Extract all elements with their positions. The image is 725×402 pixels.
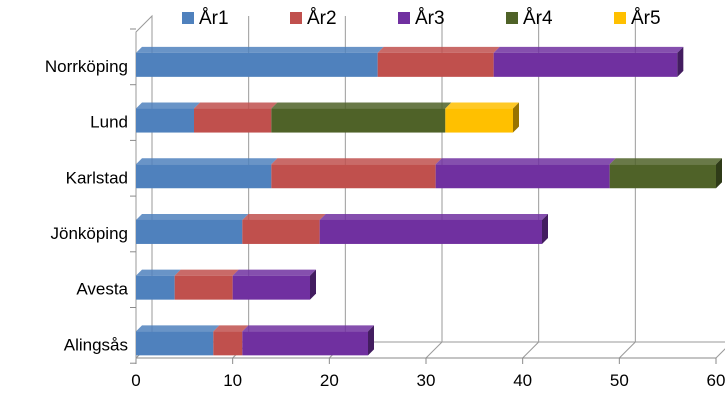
legend-label: År5 bbox=[631, 8, 661, 29]
legend-item-ar3: År3 bbox=[398, 8, 445, 29]
legend-label: År3 bbox=[415, 8, 445, 29]
category-label-norrkoping: Norrköping bbox=[45, 57, 128, 76]
legend-label: År2 bbox=[307, 8, 337, 29]
legend-swatch bbox=[398, 12, 410, 24]
category-label-alingsas: Alingsås bbox=[64, 335, 128, 354]
legend-swatch bbox=[614, 12, 626, 24]
bar-norrkoping-ar1 bbox=[136, 46, 384, 77]
bar-avesta-ar2 bbox=[174, 269, 239, 300]
x-tick-label: 50 bbox=[610, 371, 629, 390]
floor-gridline bbox=[522, 341, 540, 359]
category-label-avesta: Avesta bbox=[76, 280, 128, 299]
bar-jonkoping-ar3 bbox=[319, 213, 548, 244]
legend-swatch bbox=[182, 12, 194, 24]
category-label-lund: Lund bbox=[90, 113, 128, 132]
floor-gridline bbox=[618, 341, 636, 359]
bar-karlstad-ar2 bbox=[271, 158, 442, 189]
legend-item-ar2: År2 bbox=[290, 8, 337, 29]
bar-karlstad-ar1 bbox=[136, 158, 278, 189]
legend-item-ar4: År4 bbox=[506, 8, 553, 29]
category-label-karlstad: Karlstad bbox=[66, 168, 128, 187]
bar-karlstad-ar4 bbox=[609, 158, 722, 189]
bar-avesta-ar1 bbox=[136, 269, 181, 300]
category-label-jonkoping: Jönköping bbox=[50, 224, 128, 243]
bar-karlstad-ar3 bbox=[435, 158, 616, 189]
bar-norrkoping-ar2 bbox=[377, 46, 500, 77]
legend-label: År1 bbox=[199, 8, 229, 29]
bar-alingsas-ar1 bbox=[136, 325, 220, 356]
legend-swatch bbox=[290, 12, 302, 24]
x-tick-labels: 0 10 20 30 40 50 60 bbox=[131, 371, 725, 390]
legend-item-ar1: År1 bbox=[182, 8, 229, 29]
floor-gridline bbox=[425, 341, 443, 359]
bar-alingsas-ar3 bbox=[242, 325, 374, 356]
bar-lund-ar5 bbox=[445, 102, 519, 133]
x-tick-label: 20 bbox=[320, 371, 339, 390]
bar-alingsas-ar2 bbox=[213, 325, 249, 356]
legend-label: År4 bbox=[523, 8, 553, 29]
legend-swatch bbox=[506, 12, 518, 24]
bar-jonkoping-ar1 bbox=[136, 213, 249, 244]
bar-lund-ar1 bbox=[136, 102, 200, 133]
x-tick-label: 10 bbox=[223, 371, 242, 390]
x-tick-label: 0 bbox=[131, 371, 140, 390]
bar-norrkoping-ar3 bbox=[493, 46, 684, 77]
x-tick-label: 30 bbox=[417, 371, 436, 390]
category-labels: Norrköping Lund Karlstad Jönköping Avesta Ali… bbox=[45, 57, 129, 355]
bar-lund-ar4 bbox=[271, 102, 452, 133]
floor-gridline bbox=[715, 348, 725, 359]
bars bbox=[136, 46, 722, 356]
x-tick-label: 40 bbox=[513, 371, 532, 390]
legend-item-ar5: År5 bbox=[614, 8, 661, 29]
bar-jonkoping-ar2 bbox=[242, 213, 326, 244]
bar-avesta-ar3 bbox=[232, 269, 316, 300]
bar-lund-ar2 bbox=[194, 102, 278, 133]
x-tick-label: 60 bbox=[707, 371, 725, 390]
legend: År1 År2 År3 År4 År5 bbox=[182, 8, 661, 29]
